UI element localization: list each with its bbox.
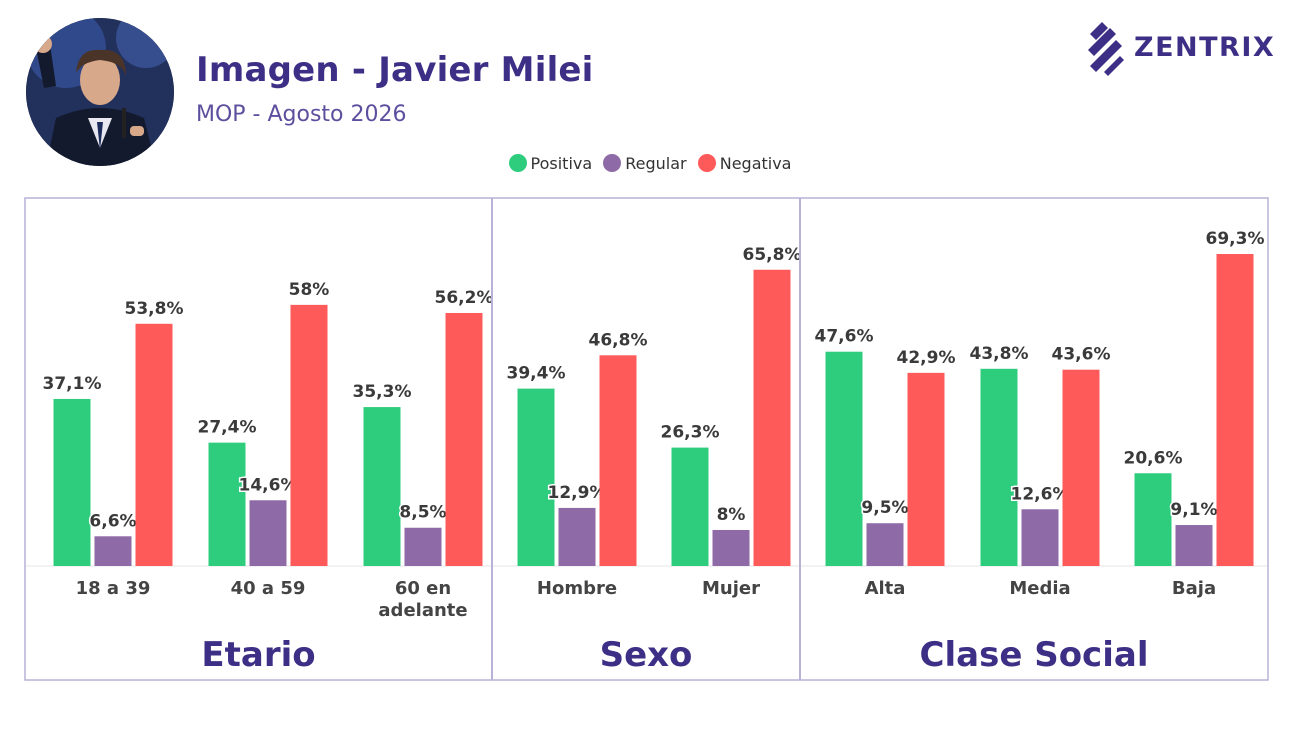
chart-frame	[24, 197, 1269, 681]
bar-positiva	[53, 398, 91, 566]
bar-regular	[249, 500, 287, 566]
bar-positiva	[825, 351, 863, 566]
category-label: 60 en	[395, 578, 451, 599]
bar-regular	[1021, 509, 1059, 566]
bar-negativa	[753, 269, 791, 566]
category-label: Mujer	[702, 578, 760, 599]
data-label-regular: 9,1%	[1170, 500, 1217, 520]
data-label-regular: 12,6%	[1011, 484, 1070, 504]
category-label: adelante	[378, 600, 467, 621]
page-title: Imagen - Javier Milei	[196, 50, 594, 90]
data-label-regular: 6,6%	[89, 511, 136, 531]
bar-negativa	[1062, 369, 1100, 566]
legend-item-positiva: Positiva	[508, 153, 593, 173]
bar-negativa	[907, 372, 945, 566]
bar-negativa	[445, 312, 483, 566]
legend-item-negativa: Negativa	[697, 153, 792, 173]
bar-regular	[1175, 525, 1213, 566]
legend-item-regular: Regular	[603, 153, 687, 173]
bar-regular	[558, 507, 596, 566]
data-label-regular: 14,6%	[239, 475, 298, 495]
bar-positiva	[671, 447, 709, 566]
data-label-positiva: 27,4%	[198, 418, 257, 438]
person-photo-icon	[26, 18, 174, 166]
category-label: 40 a 59	[231, 578, 306, 599]
bar-positiva	[980, 368, 1018, 566]
data-label-positiva: 20,6%	[1124, 448, 1183, 468]
data-label-regular: 8,5%	[399, 503, 446, 523]
legend-label-negativa: Negativa	[719, 153, 792, 173]
data-label-negativa: 65,8%	[743, 245, 802, 265]
bar-positiva	[1134, 473, 1172, 566]
bar-negativa	[599, 355, 637, 566]
bar-regular	[712, 529, 750, 566]
chart-legend: Positiva Regular Negativa	[0, 152, 1300, 173]
data-label-negativa: 43,6%	[1052, 345, 1111, 365]
panel-title: Clase Social	[920, 635, 1149, 675]
brand-name: ZENTRIX	[1134, 32, 1276, 63]
data-label-negativa: 53,8%	[125, 299, 184, 319]
data-label-positiva: 39,4%	[507, 364, 566, 384]
bar-positiva	[363, 407, 401, 566]
category-label: Hombre	[537, 578, 617, 599]
data-label-positiva: 26,3%	[661, 423, 720, 443]
data-label-negativa: 46,8%	[589, 330, 648, 350]
data-label-regular: 8%	[717, 505, 746, 525]
bar-positiva	[517, 388, 555, 566]
zentrix-logo-icon	[1088, 22, 1124, 76]
data-label-positiva: 35,3%	[353, 382, 412, 402]
data-label-negativa: 42,9%	[897, 348, 956, 368]
bar-negativa	[135, 323, 173, 566]
brand-logo: ZENTRIX	[1086, 20, 1286, 76]
bar-negativa	[290, 304, 328, 566]
legend-label-regular: Regular	[625, 153, 687, 173]
panel-title: Etario	[201, 635, 315, 675]
bar-regular	[404, 527, 442, 566]
category-label: Alta	[865, 578, 906, 599]
page-subtitle: MOP - Agosto 2026	[196, 102, 407, 127]
data-label-positiva: 47,6%	[815, 327, 874, 347]
bar-positiva	[208, 442, 246, 566]
panel-title: Sexo	[600, 635, 693, 675]
data-label-negativa: 69,3%	[1206, 229, 1265, 249]
data-label-negativa: 56,2%	[435, 288, 494, 308]
data-label-positiva: 43,8%	[970, 344, 1029, 364]
bar-negativa	[1216, 254, 1254, 566]
bar-regular	[94, 536, 132, 566]
data-label-regular: 12,9%	[548, 483, 607, 503]
legend-swatch-regular	[603, 154, 622, 172]
avatar	[26, 18, 174, 166]
data-label-regular: 9,5%	[861, 498, 908, 518]
legend-swatch-positiva	[508, 154, 527, 172]
data-label-negativa: 58%	[289, 280, 330, 300]
header: Imagen - Javier Milei MOP - Agosto 2026 …	[0, 0, 1300, 190]
bar-regular	[866, 523, 904, 566]
legend-swatch-negativa	[697, 154, 716, 172]
category-label: 18 a 39	[76, 578, 151, 599]
data-label-positiva: 37,1%	[43, 374, 102, 394]
legend-label-positiva: Positiva	[530, 153, 593, 173]
category-label: Baja	[1172, 578, 1216, 599]
category-label: Media	[1009, 578, 1070, 599]
